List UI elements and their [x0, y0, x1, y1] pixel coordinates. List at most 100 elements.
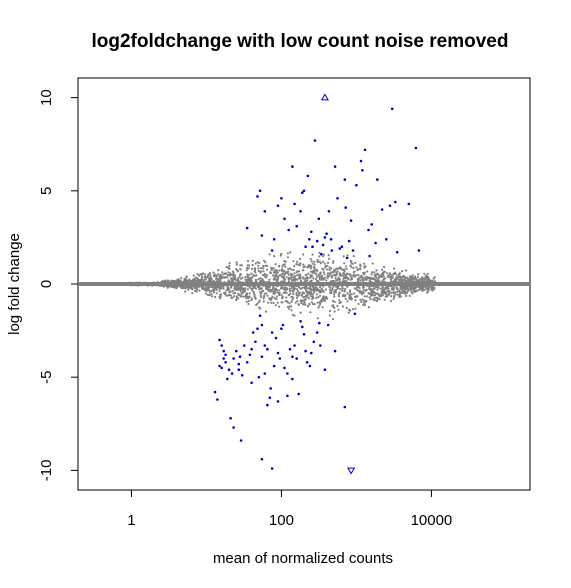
non-significant-point	[391, 274, 394, 277]
non-significant-point	[359, 268, 362, 271]
significant-point	[248, 353, 252, 357]
significant-point	[291, 377, 294, 381]
non-significant-point	[326, 276, 329, 279]
non-significant-point	[189, 286, 192, 289]
non-significant-point	[299, 287, 302, 290]
non-significant-point	[214, 286, 217, 289]
non-significant-point	[315, 288, 318, 291]
non-significant-point	[283, 287, 286, 290]
non-significant-point	[336, 278, 339, 281]
non-significant-point	[307, 305, 310, 308]
non-significant-point	[382, 294, 385, 297]
non-significant-point	[299, 262, 302, 265]
non-significant-point	[210, 293, 213, 296]
non-significant-point	[431, 280, 434, 283]
significant-point	[304, 245, 307, 248]
non-significant-point	[272, 301, 275, 305]
non-significant-point	[239, 268, 242, 271]
non-significant-point	[325, 279, 328, 282]
non-significant-point	[268, 278, 271, 281]
non-significant-point	[254, 262, 257, 265]
non-significant-point	[328, 257, 331, 260]
non-significant-point	[228, 267, 231, 270]
non-significant-point	[399, 275, 402, 278]
non-significant-point	[362, 276, 365, 279]
non-significant-point	[363, 303, 366, 307]
non-significant-point	[383, 265, 386, 269]
non-significant-point	[315, 296, 318, 299]
non-significant-point	[247, 302, 250, 306]
significant-point	[367, 228, 370, 232]
non-significant-point	[269, 290, 272, 293]
non-significant-point	[201, 272, 204, 275]
non-significant-point	[217, 278, 220, 281]
non-significant-point	[293, 265, 296, 268]
non-significant-point	[247, 264, 251, 267]
non-significant-point	[408, 275, 411, 278]
non-significant-point	[297, 270, 301, 273]
x-axis-label: mean of normalized counts	[213, 550, 393, 567]
non-significant-point	[249, 276, 252, 279]
non-significant-point	[275, 270, 278, 273]
significant-point	[299, 320, 302, 323]
non-significant-point	[393, 271, 397, 274]
non-significant-point	[421, 289, 424, 292]
non-significant-point	[334, 291, 337, 294]
non-significant-point	[162, 285, 165, 288]
non-significant-point	[288, 293, 291, 296]
significant-point	[263, 344, 267, 347]
non-significant-point	[431, 287, 435, 290]
significant-point	[351, 249, 355, 252]
significant-point	[276, 400, 280, 403]
significant-point	[243, 344, 246, 347]
non-significant-point	[281, 275, 284, 279]
non-significant-point	[410, 290, 413, 293]
non-significant-point	[208, 276, 212, 279]
non-significant-point	[291, 298, 294, 301]
significant-point	[256, 327, 259, 331]
non-significant-point	[367, 277, 370, 280]
significant-point	[237, 362, 241, 366]
non-significant-point	[316, 317, 319, 320]
significant-point	[380, 208, 384, 211]
non-significant-point	[416, 279, 419, 283]
non-significant-point	[285, 270, 288, 273]
non-significant-point	[270, 290, 273, 293]
significant-point	[304, 349, 307, 353]
non-significant-point	[368, 292, 371, 296]
non-significant-point	[269, 288, 272, 291]
non-significant-point	[198, 274, 201, 277]
non-significant-point	[234, 288, 237, 291]
non-significant-point	[415, 290, 418, 293]
non-significant-point	[300, 294, 304, 297]
non-significant-point	[310, 274, 313, 277]
significant-point	[376, 178, 379, 181]
significant-point	[349, 219, 353, 222]
significant-point	[288, 347, 292, 351]
non-significant-point	[417, 273, 420, 276]
non-significant-point	[299, 311, 302, 314]
non-significant-point	[317, 296, 320, 299]
non-significant-point	[192, 274, 195, 277]
non-significant-point	[295, 274, 299, 277]
significant-point	[390, 107, 394, 111]
non-significant-point	[231, 278, 234, 281]
non-significant-point	[311, 293, 314, 296]
non-significant-point	[316, 260, 319, 264]
significant-point	[245, 361, 249, 364]
significant-point	[361, 169, 364, 172]
non-significant-point	[247, 276, 250, 280]
non-significant-point	[278, 269, 281, 272]
non-significant-point	[374, 274, 377, 277]
non-significant-point	[257, 278, 260, 281]
non-significant-point	[414, 275, 417, 278]
non-significant-point	[343, 276, 346, 279]
non-significant-point	[292, 278, 295, 282]
non-significant-point	[284, 278, 287, 281]
non-significant-point	[277, 305, 281, 308]
significant-point	[270, 249, 274, 252]
non-significant-point	[339, 274, 342, 277]
significant-point	[299, 210, 302, 213]
non-significant-point	[287, 268, 290, 271]
non-significant-point	[217, 286, 220, 289]
